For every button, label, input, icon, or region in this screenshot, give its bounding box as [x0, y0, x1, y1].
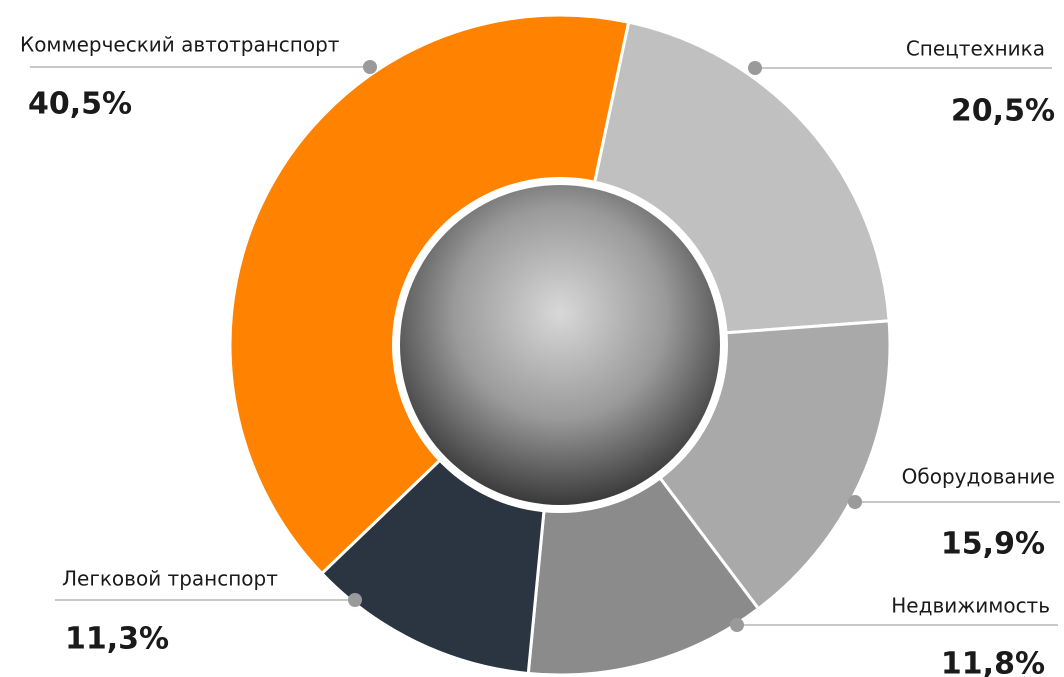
center-image — [400, 185, 720, 505]
category-label: Оборудование — [902, 465, 1055, 489]
leader-dot — [748, 61, 762, 75]
leader-dot — [363, 60, 377, 74]
slices — [228, 13, 892, 677]
category-label: Коммерческий автотранспорт — [20, 33, 340, 57]
category-label: Недвижимость — [891, 594, 1050, 618]
value-label: 40,5% — [28, 87, 132, 122]
category-label: Легковой транспорт — [62, 567, 278, 591]
leader-dot — [730, 618, 744, 632]
value-label: 11,3% — [65, 622, 169, 657]
category-label: Спецтехника — [906, 37, 1045, 61]
value-label: 20,5% — [951, 94, 1055, 129]
leader-dot — [348, 593, 362, 607]
leader-dot — [848, 495, 862, 509]
value-label: 15,9% — [941, 527, 1045, 562]
value-label: 11,8% — [941, 647, 1045, 677]
